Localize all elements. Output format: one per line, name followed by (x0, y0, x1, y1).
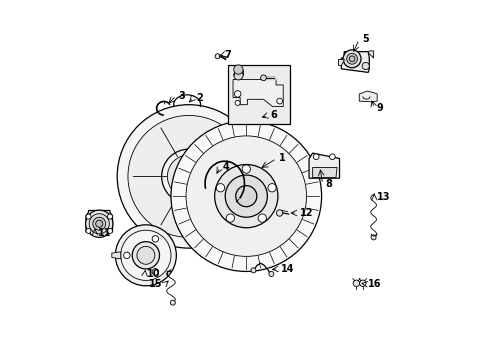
Circle shape (171, 121, 321, 271)
Circle shape (89, 214, 109, 234)
Circle shape (107, 228, 112, 233)
Text: 13: 13 (376, 192, 389, 202)
Circle shape (185, 136, 306, 256)
Text: 8: 8 (325, 179, 331, 189)
Circle shape (167, 155, 210, 198)
Circle shape (235, 186, 256, 207)
Circle shape (214, 165, 277, 228)
Bar (227, 65, 290, 125)
Text: 15: 15 (148, 279, 162, 289)
Text: 4: 4 (222, 162, 229, 172)
Polygon shape (337, 59, 344, 65)
Text: 2: 2 (196, 93, 203, 103)
Circle shape (162, 149, 216, 204)
Circle shape (352, 280, 359, 287)
Text: 6: 6 (270, 111, 277, 121)
Circle shape (96, 220, 102, 227)
Polygon shape (233, 80, 283, 107)
Circle shape (329, 154, 335, 159)
Polygon shape (367, 51, 373, 58)
Circle shape (137, 246, 155, 264)
Text: 5: 5 (361, 35, 368, 44)
Circle shape (276, 210, 282, 216)
Circle shape (260, 75, 266, 81)
Circle shape (132, 242, 159, 269)
Text: 3: 3 (179, 91, 185, 101)
Polygon shape (112, 252, 121, 259)
Circle shape (152, 269, 158, 275)
Circle shape (107, 214, 112, 219)
Circle shape (258, 214, 266, 222)
Polygon shape (359, 91, 376, 102)
Circle shape (128, 116, 249, 237)
Text: 7: 7 (224, 50, 231, 60)
Circle shape (215, 54, 220, 59)
Circle shape (370, 235, 375, 240)
Polygon shape (312, 167, 336, 177)
Circle shape (86, 214, 91, 219)
Circle shape (152, 236, 158, 242)
Circle shape (343, 50, 360, 68)
Circle shape (250, 268, 255, 273)
Text: 9: 9 (376, 103, 383, 113)
Text: 10: 10 (147, 269, 161, 279)
Polygon shape (341, 51, 368, 72)
Circle shape (276, 98, 282, 104)
Text: 14: 14 (281, 264, 294, 274)
Circle shape (346, 53, 357, 64)
Polygon shape (308, 153, 339, 178)
Circle shape (242, 165, 250, 173)
Circle shape (225, 175, 267, 217)
Circle shape (235, 100, 240, 105)
Circle shape (117, 105, 260, 248)
Circle shape (121, 230, 171, 280)
Text: 11: 11 (97, 228, 111, 238)
Circle shape (216, 184, 224, 192)
Circle shape (267, 184, 276, 192)
Circle shape (93, 217, 105, 230)
Circle shape (268, 271, 273, 276)
Circle shape (226, 214, 234, 222)
Circle shape (170, 300, 175, 305)
Circle shape (359, 280, 366, 287)
Text: 16: 16 (367, 279, 381, 289)
Circle shape (233, 71, 243, 80)
Circle shape (348, 56, 354, 62)
Polygon shape (86, 211, 112, 232)
Circle shape (233, 65, 243, 74)
Circle shape (234, 91, 241, 97)
Text: 12: 12 (299, 208, 313, 218)
Text: 1: 1 (279, 153, 285, 163)
Circle shape (115, 225, 176, 286)
Circle shape (85, 210, 113, 237)
Circle shape (123, 252, 130, 258)
Circle shape (313, 154, 319, 159)
Circle shape (362, 62, 368, 69)
Circle shape (86, 228, 91, 233)
